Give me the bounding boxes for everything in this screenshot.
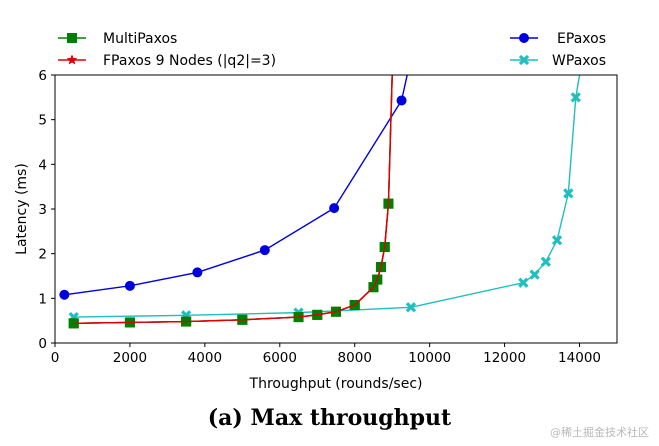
- data-point: [259, 245, 270, 256]
- data-point: [329, 203, 340, 214]
- data-point: [563, 188, 574, 199]
- y-tick-label: 5: [38, 113, 47, 129]
- y-tick-label: 0: [38, 336, 47, 352]
- y-tick-label: 4: [38, 157, 47, 173]
- series-line: [64, 75, 408, 296]
- x-tick-label: 6000: [263, 350, 297, 366]
- legend-marker: [518, 54, 530, 66]
- series-multipaxos: [68, 75, 394, 329]
- legend-label: EPaxos: [557, 31, 606, 47]
- legend-marker: [519, 33, 529, 43]
- series-line: [73, 75, 581, 318]
- x-tick-label: 12000: [483, 350, 526, 366]
- data-point-stroke-b: [529, 269, 540, 280]
- legend-marker: [66, 54, 78, 65]
- data-point: [570, 92, 581, 103]
- data-point: [551, 235, 563, 246]
- data-point: [396, 95, 407, 106]
- series-epaxos: [59, 75, 408, 300]
- x-axis-title: Throughput (rounds/sec): [249, 376, 423, 392]
- figure-caption: (a) Max throughput: [207, 405, 452, 431]
- axes: 0 2000 4000 6000 8000 10000 12000 14000 0 1 2 3 4 5 6: [38, 68, 618, 366]
- data-point-stroke-b: [518, 277, 529, 288]
- series-multipaxos-markers-top: [68, 75, 394, 329]
- fpaxos-line-top: [73, 75, 393, 325]
- data-point: [59, 289, 70, 300]
- legend-marker: [67, 33, 77, 43]
- legend-marker-stroke-b: [518, 54, 530, 66]
- data-point: [124, 280, 135, 291]
- legend-label: FPaxos 9 Nodes (|q2|=3): [103, 53, 276, 69]
- data-point: [540, 256, 551, 267]
- legend-entry: WPaxos: [510, 53, 606, 69]
- data-point: [405, 302, 417, 313]
- y-tick-label: 3: [38, 202, 47, 218]
- plot-area: [59, 75, 581, 329]
- legend-label: WPaxos: [552, 53, 606, 69]
- data-point-stroke-b: [570, 92, 581, 103]
- series-wpaxos: [68, 75, 581, 323]
- x-tick-label: 2000: [113, 350, 147, 366]
- series-fpaxos-9-nodes-q2-3-: [68, 75, 394, 328]
- data-point: [518, 277, 529, 288]
- data-point: [192, 267, 203, 278]
- y-axis-title: Latency (ms): [14, 163, 30, 255]
- x-tick-label: 0: [51, 350, 60, 366]
- legend-entry: EPaxos: [510, 31, 606, 47]
- x-tick-label: 14000: [558, 350, 601, 366]
- data-point-stroke-b: [405, 302, 417, 313]
- x-tick-label: 8000: [338, 350, 372, 366]
- x-tick-label: 4000: [188, 350, 222, 366]
- y-tick-label: 6: [38, 68, 47, 84]
- x-tick-label: 10000: [408, 350, 451, 366]
- y-tick-label: 2: [38, 247, 47, 263]
- data-point-stroke-b: [540, 256, 551, 267]
- legend-entry: FPaxos 9 Nodes (|q2|=3): [58, 53, 276, 69]
- data-point: [529, 269, 540, 280]
- data-point-stroke-b: [563, 188, 574, 199]
- data-point-stroke-b: [551, 235, 563, 246]
- chart: 0 2000 4000 6000 8000 10000 12000 140000123456 …: [14, 31, 618, 392]
- series-line: [73, 75, 393, 325]
- legend-label: MultiPaxos: [103, 31, 177, 47]
- watermark: @稀土掘金技术社区: [550, 426, 649, 439]
- series-line: [73, 75, 393, 325]
- legend: MultiPaxos FPaxos 9 Nodes (|q2|=3) EPaxos W…: [58, 31, 606, 69]
- legend-entry: MultiPaxos: [58, 31, 177, 47]
- y-tick-label: 1: [38, 291, 47, 307]
